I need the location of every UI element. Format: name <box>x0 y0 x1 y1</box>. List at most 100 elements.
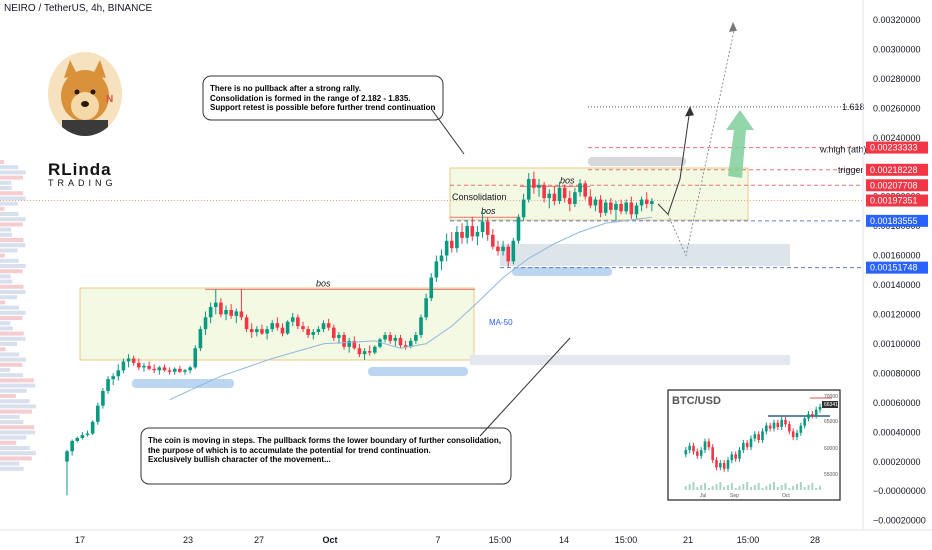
projection-dotted-path <box>667 25 736 257</box>
bottom-note-pointer <box>479 337 571 437</box>
candle-body <box>614 203 618 210</box>
projection-arrowhead <box>685 106 694 117</box>
inset-volume-bar <box>688 484 691 490</box>
candle-body <box>193 348 198 368</box>
inset-volume-bar <box>815 488 818 490</box>
volume-profile-bar <box>0 316 23 320</box>
candle-body <box>321 323 326 330</box>
inset-x-label: Oct <box>782 493 790 499</box>
inset-volume-bar <box>799 482 802 490</box>
trigger-label: trigger <box>838 165 864 175</box>
volume-profile-bar <box>0 368 10 372</box>
price-tag: 0.00197351 <box>866 194 928 207</box>
price-tag: 0.00183555 <box>866 214 928 227</box>
candle-body <box>542 184 546 199</box>
candle-body <box>532 178 536 188</box>
inset-candle <box>738 450 741 459</box>
inset-price-label: 60000 <box>824 446 838 452</box>
price-axis-tick: 0.00260000 <box>873 103 921 113</box>
inset-candle <box>768 425 772 429</box>
volume-profile-bar <box>0 305 20 310</box>
price-tag: 0.00218228 <box>866 163 928 176</box>
inset-price-label: 70000 <box>824 394 838 400</box>
candle-body <box>475 231 480 237</box>
time-axis-tick: 21 <box>683 535 693 545</box>
volume-profile <box>0 160 36 471</box>
volume-profile-bar <box>0 399 30 404</box>
inset-x-label: Jul <box>700 493 706 499</box>
candle-body <box>403 345 408 347</box>
candle-body <box>101 390 105 406</box>
volume-profile-bar <box>0 227 12 232</box>
candle-body <box>326 323 331 328</box>
price-axis-tick: 0.00160000 <box>873 251 921 261</box>
candle-body <box>219 302 223 315</box>
volume-profile-bar <box>0 336 26 341</box>
price-tag-label: 0.00183555 <box>870 216 918 226</box>
candle-body <box>249 329 254 333</box>
volume-profile-bar <box>0 201 18 206</box>
volume-profile-bar <box>0 347 6 352</box>
candle-body <box>408 340 413 347</box>
time-axis-tick: 17 <box>75 535 85 545</box>
inset-volume-bar <box>715 484 718 490</box>
inset-candle <box>803 418 806 426</box>
support-zone <box>500 244 790 266</box>
candle-body <box>137 362 141 368</box>
volume-profile-bar <box>0 435 27 440</box>
time-axis-tick: 15:00 <box>737 535 760 545</box>
symbol-title[interactable]: NEIRO / TetherUS, 4h, BINANCE <box>4 3 153 14</box>
volume-profile-bar <box>0 284 24 289</box>
volume-profile-bar <box>0 274 11 279</box>
top-annotation: There is no pullback after a strong rall… <box>210 84 436 112</box>
volume-profile-bar <box>0 238 24 242</box>
price-axis-tick: 0.00240000 <box>873 133 921 143</box>
volume-profile-bar <box>0 222 23 227</box>
volume-profile-bar <box>0 404 36 409</box>
candle-body <box>634 205 639 215</box>
candle-body <box>111 376 115 380</box>
candle-body <box>331 327 336 338</box>
inset-candle <box>780 419 783 428</box>
candle-body <box>311 332 316 335</box>
price-axis-tick: −0.00020000 <box>873 516 926 526</box>
candle-body <box>496 246 500 252</box>
price-tag-bg <box>866 141 928 154</box>
bos-label: bos <box>481 206 496 216</box>
projection-path <box>657 108 691 216</box>
price-axis-tick: 0.00020000 <box>873 457 921 467</box>
inset-candle <box>703 441 707 451</box>
inset-volume-bar <box>696 487 699 490</box>
inset-candle <box>688 445 691 451</box>
candle-body <box>280 327 285 334</box>
candle-body <box>629 202 634 215</box>
candle-body <box>603 202 608 213</box>
inset-volume-bar <box>819 486 821 490</box>
volume-profile-bar <box>0 279 13 284</box>
candle-body <box>650 201 654 204</box>
brand-logo: RLinda TRADING <box>48 160 117 188</box>
candle-body <box>234 311 239 316</box>
candle-body <box>444 240 449 256</box>
candle-body <box>85 433 90 436</box>
price-tag-bg <box>866 194 928 207</box>
candle-body <box>506 246 511 262</box>
time-axis-tick: Oct <box>322 535 337 545</box>
candle-body <box>465 226 469 238</box>
candle-body <box>373 346 377 353</box>
candle-body <box>301 326 305 330</box>
consolidation-label: Consolidation <box>452 192 507 202</box>
inset-candle <box>715 460 718 468</box>
candle-body <box>142 365 146 368</box>
candle-body <box>244 317 249 330</box>
candle-body <box>639 199 644 206</box>
inset-volume-bar <box>773 482 775 490</box>
candle-body <box>95 405 100 422</box>
candle-body <box>383 334 387 340</box>
price-tag-bg <box>866 214 928 227</box>
candle-body <box>203 317 208 330</box>
candle-body <box>562 187 567 199</box>
inset-candle <box>799 425 803 433</box>
candle-body <box>455 231 459 249</box>
